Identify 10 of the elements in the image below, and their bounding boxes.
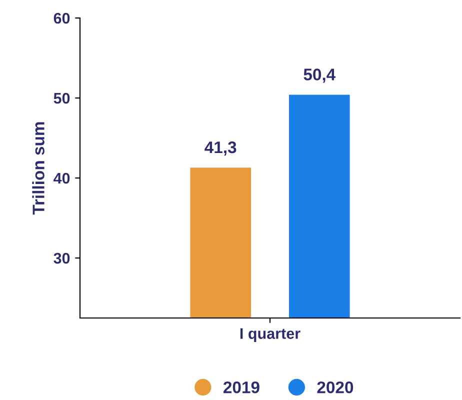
y-axis-title: Trillion sum — [32, 122, 44, 215]
y-tick-label: 60 — [54, 12, 70, 24]
y-tick-label: 40 — [54, 172, 70, 184]
y-tick-label: 50 — [54, 92, 70, 104]
y-tick-label: 30 — [54, 252, 70, 264]
data-label: 41,3 — [204, 141, 236, 156]
data-label: 50,4 — [304, 68, 336, 83]
x-tick-label: I quarter — [240, 328, 300, 342]
legend-label: 2019 — [224, 381, 260, 394]
legend-label: 2020 — [317, 381, 354, 394]
